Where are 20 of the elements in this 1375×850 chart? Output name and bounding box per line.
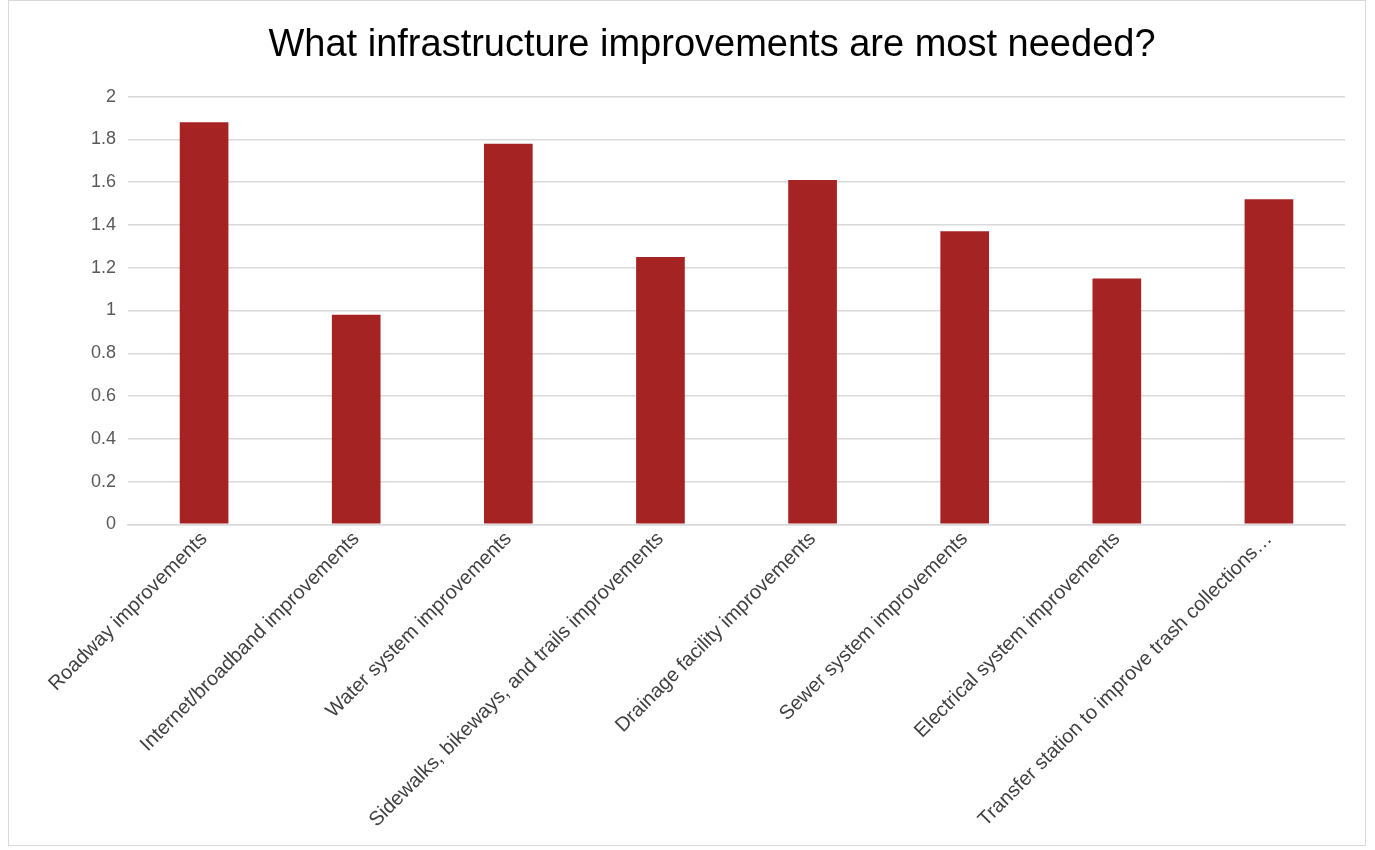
bar	[1244, 199, 1294, 524]
y-tick-label: 1	[106, 299, 117, 320]
y-tick-label: 0.4	[90, 427, 117, 448]
y-tick-label: 0.2	[90, 470, 117, 491]
y-tick-label: 0	[106, 513, 117, 534]
bar	[940, 231, 990, 524]
bar	[331, 314, 381, 524]
y-tick-label: 1.4	[90, 213, 117, 234]
bar	[483, 143, 533, 524]
chart-title: What infrastructure improvements are most needed?	[268, 22, 1156, 65]
y-tick-label: 1.6	[90, 171, 117, 192]
y-tick-label: 1.2	[90, 256, 117, 277]
y-tick-label: 1.8	[90, 128, 117, 149]
y-tick-label: 0.6	[90, 385, 117, 405]
bar	[636, 257, 685, 524]
bar	[179, 122, 229, 524]
y-tick-label: 0.8	[90, 342, 117, 363]
y-tick-label: 2	[106, 85, 117, 106]
bar	[1092, 278, 1142, 524]
bar	[788, 180, 837, 524]
